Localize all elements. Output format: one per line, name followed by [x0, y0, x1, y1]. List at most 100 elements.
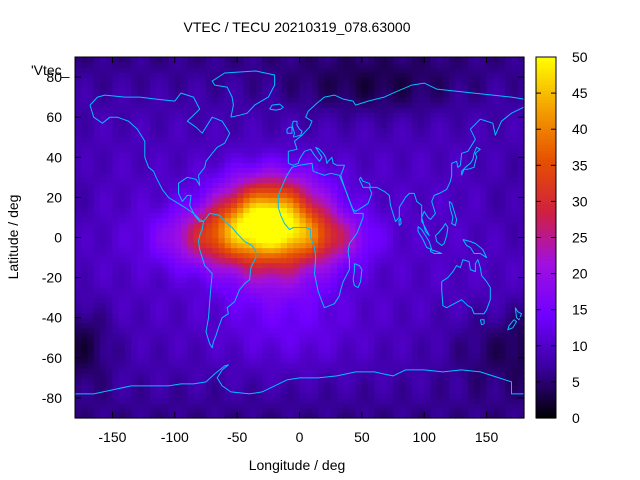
heatmap-cell [474, 237, 481, 244]
heatmap-cell [193, 122, 201, 128]
heatmap-cell [336, 97, 344, 103]
heatmap-cell [168, 367, 176, 374]
heatmap-cell [243, 282, 251, 289]
heatmap-cell [449, 387, 457, 394]
heatmap-cell [293, 192, 301, 198]
heatmap-cell [205, 57, 213, 63]
heatmap-cell [106, 187, 114, 193]
heatmap-cell [187, 87, 195, 93]
heatmap-cell [505, 272, 513, 279]
heatmap-cell [112, 352, 120, 359]
heatmap-cell [311, 197, 319, 203]
heatmap-cell [486, 352, 494, 359]
heatmap-cell [361, 412, 369, 419]
heatmap-cell [249, 227, 257, 234]
heatmap-cell [368, 182, 375, 188]
heatmap-cell [411, 107, 419, 113]
heatmap-cell [143, 377, 151, 384]
heatmap-cell [87, 137, 95, 143]
heatmap-cell [336, 312, 344, 319]
heatmap-cell [75, 357, 82, 364]
heatmap-cell [75, 342, 82, 349]
heatmap-cell [343, 237, 350, 244]
heatmap-cell [455, 157, 463, 163]
heatmap-cell [262, 247, 269, 254]
heatmap-cell [112, 157, 120, 163]
heatmap-cell [224, 212, 232, 219]
heatmap-cell [499, 297, 506, 304]
heatmap-cell [405, 77, 413, 83]
heatmap-cell [243, 197, 251, 203]
heatmap-cell [237, 407, 244, 414]
heatmap-cell [280, 92, 288, 98]
heatmap-cell [361, 307, 369, 314]
heatmap-cell [243, 122, 251, 128]
heatmap-cell [218, 82, 226, 88]
heatmap-cell [311, 407, 319, 414]
heatmap-cell [386, 322, 394, 329]
heatmap-cell [193, 152, 201, 158]
heatmap-cell [293, 347, 301, 354]
heatmap-cell [137, 142, 145, 148]
heatmap-cell [355, 322, 363, 329]
heatmap-cell [299, 72, 307, 78]
heatmap-cell [230, 87, 238, 93]
heatmap-cell [255, 377, 263, 384]
heatmap-cell [99, 92, 107, 98]
heatmap-cell [205, 167, 213, 173]
heatmap-cell [461, 297, 469, 304]
heatmap-cell [187, 387, 195, 394]
heatmap-cell [137, 147, 145, 153]
heatmap-cell [318, 102, 326, 108]
heatmap-cell [330, 177, 338, 183]
heatmap-cell [143, 247, 151, 254]
heatmap-cell [492, 77, 500, 83]
heatmap-cell [249, 57, 257, 63]
heatmap-cell [280, 372, 288, 379]
heatmap-cell [112, 147, 120, 153]
heatmap-cell [168, 247, 176, 254]
heatmap-cell [305, 157, 313, 163]
heatmap-cell [87, 212, 95, 219]
heatmap-cell [143, 307, 151, 314]
heatmap-cell [187, 182, 195, 188]
heatmap-cell [467, 237, 475, 244]
heatmap-cell [168, 182, 176, 188]
heatmap-cell [368, 392, 375, 399]
heatmap-cell [187, 167, 195, 173]
heatmap-cell [93, 392, 101, 399]
heatmap-cell [330, 242, 338, 249]
heatmap-cell [411, 272, 419, 279]
heatmap-cell [380, 67, 388, 73]
heatmap-cell [187, 237, 195, 244]
heatmap-cell [230, 157, 238, 163]
heatmap-cell [386, 97, 394, 103]
heatmap-cell [474, 117, 481, 123]
heatmap-cell [380, 147, 388, 153]
heatmap-cell [156, 392, 163, 399]
heatmap-cell [455, 337, 463, 344]
heatmap-cell [93, 172, 101, 178]
heatmap-cell [480, 347, 488, 354]
heatmap-cell [461, 172, 469, 178]
heatmap-cell [124, 87, 132, 93]
heatmap-cell [218, 252, 226, 259]
heatmap-cell [255, 312, 263, 319]
heatmap-cell [262, 332, 269, 339]
heatmap-cell [237, 312, 244, 319]
heatmap-cell [393, 302, 400, 309]
heatmap-cell [230, 137, 238, 143]
heatmap-cell [187, 117, 195, 123]
heatmap-cell [124, 237, 132, 244]
heatmap-cell [205, 357, 213, 364]
heatmap-cell [355, 272, 363, 279]
heatmap-cell [156, 147, 163, 153]
heatmap-cell [255, 387, 263, 394]
heatmap-cell [268, 412, 276, 419]
heatmap-cell [118, 387, 126, 394]
heatmap-cell [399, 222, 407, 229]
heatmap-cell [405, 302, 413, 309]
heatmap-cell [361, 342, 369, 349]
heatmap-cell [75, 367, 82, 374]
heatmap-cell [75, 332, 82, 339]
